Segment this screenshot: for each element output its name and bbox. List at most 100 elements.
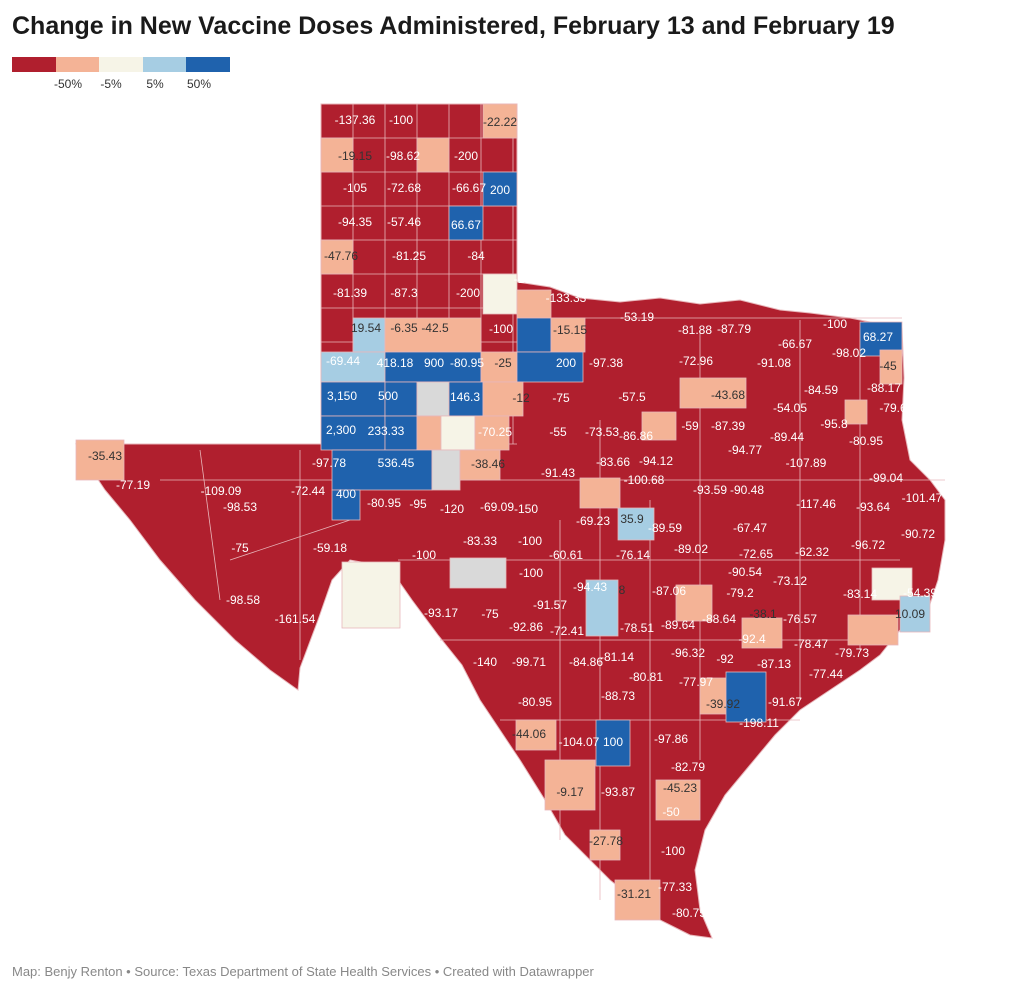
county-value-label: -87.39 [711,419,745,433]
county-value-label: -161.54 [275,612,316,626]
county-value-label: -89.02 [674,542,708,556]
county-value-label: -12 [512,391,530,405]
county-value-label: -100 [518,534,542,548]
county-value-label: -92.4 [738,632,766,646]
county-value-label: -109.09 [201,484,242,498]
county-value-label: -42.5 [421,321,449,335]
county-value-label: -54.39 [903,586,937,600]
county-value-label: -93.17 [424,606,458,620]
county-value-label: -43.68 [711,388,745,402]
county-value-label: -98.58 [226,593,260,607]
county-value-label: -59 [681,419,699,433]
county-value-label: 3,150 [327,389,357,403]
county-value-label: -91.08 [757,356,791,370]
county-value-label: -9.17 [556,785,584,799]
county-value-labels: -137.36 -100 -22.22 -19.15 -98.62 -200 -105 -72… [88,113,943,920]
county-value-label: -92.86 [509,620,543,634]
county-value-label: -97.38 [589,356,623,370]
county-value-label: -39.92 [706,697,740,711]
county-value-label: -81.25 [392,249,426,263]
county-value-label: -15.15 [553,323,587,337]
legend-labels: -50% -5% 5% 50% [12,77,232,93]
county-value-label: -47.76 [324,249,358,263]
county-highlight [617,507,655,541]
county-value-label: -89.44 [770,430,804,444]
county-value-label: -73.53 [585,425,619,439]
county-value-label: -81.14 [600,650,634,664]
county-highlight [899,595,931,633]
county-highlight [320,239,354,275]
legend-swatch-below-minus-50 [12,57,56,72]
county-value-label: -120 [440,502,464,516]
county-value-label: -66.67 [778,337,812,351]
county-value-label: 68.27 [863,330,893,344]
county-highlight [725,671,767,723]
county-value-label: -100 [823,317,847,331]
county-value-label: -73.12 [773,574,807,588]
county-value-label: -76.14 [616,548,650,562]
county-value-label: -94.12 [639,454,673,468]
county-highlight [741,617,783,649]
county-highlight [384,317,482,353]
county-value-label: -53.19 [620,310,654,324]
county-value-label: -67.47 [733,521,767,535]
county-value-label: -31.21 [617,887,651,901]
county-value-label: -22.22 [483,115,517,129]
county-value-label: -72.65 [739,547,773,561]
county-value-label: -60.61 [549,548,583,562]
county-value-label: -75 [552,391,570,405]
county-value-label: -100 [519,566,543,580]
county-highlight [331,489,361,521]
county-value-label: -98.02 [832,346,866,360]
county-value-label: -91.57 [533,598,567,612]
county-value-label: -137.36 [335,113,376,127]
county-value-label: -198.11 [739,716,779,730]
county-value-label: 19.54 [351,321,381,335]
county-value-label: -83.14 [843,587,877,601]
county-value-label: -101.47 [902,491,943,505]
county-value-label: -97.86 [654,732,688,746]
county-value-label: -87.13 [757,657,791,671]
county-highlight [516,351,584,383]
county-value-label: 418.18 [377,356,414,370]
county-value-label: -95.8 [820,417,848,431]
county-value-label: -72.44 [291,484,325,498]
county-value-label: -100 [389,113,413,127]
county-highlight [679,377,747,409]
county-value-label: -89.59 [648,521,682,535]
county-value-label: -69.09 [480,500,514,514]
county-value-label: -80.95 [518,695,552,709]
county-value-label: -84.86 [569,655,603,669]
county-no-data [449,557,507,589]
county-highlight [641,411,677,441]
county-no-data [416,381,450,417]
county-value-label: -77.19 [116,478,150,492]
county-value-label: -100.68 [624,473,665,487]
legend-swatch-above-50 [186,57,230,72]
county-border-line [199,449,221,601]
county-value-label: 66.67 [451,218,481,232]
county-highlight [675,584,713,622]
county-value-label: -78.51 [620,621,654,635]
county-value-label: -54.05 [773,401,807,415]
county-value-label: -78.47 [794,637,828,651]
county-value-label: -50 [662,805,680,819]
county-value-label: -140 [473,655,497,669]
county-value-label: 200 [556,356,576,370]
county-value-label: -38.1 [749,607,777,621]
county-highlight [480,351,518,383]
county-highlight [448,205,484,241]
county-value-label: -57.46 [387,215,421,229]
county-value-label: -88.64 [702,612,736,626]
county-value-label: -97.78 [312,456,346,470]
county-value-label: -200 [456,286,480,300]
county-highlight [515,719,557,751]
county-highlight [416,137,450,173]
county-value-label: -94.35 [338,215,372,229]
county-highlight [482,103,518,139]
legend-label: 5% [146,77,164,91]
legend-swatch-minus-50-to-minus-5 [55,57,100,72]
county-value-label: -38.46 [471,457,505,471]
county-value-label: -80.95 [849,434,883,448]
county-value-label: -83.33 [463,534,497,548]
